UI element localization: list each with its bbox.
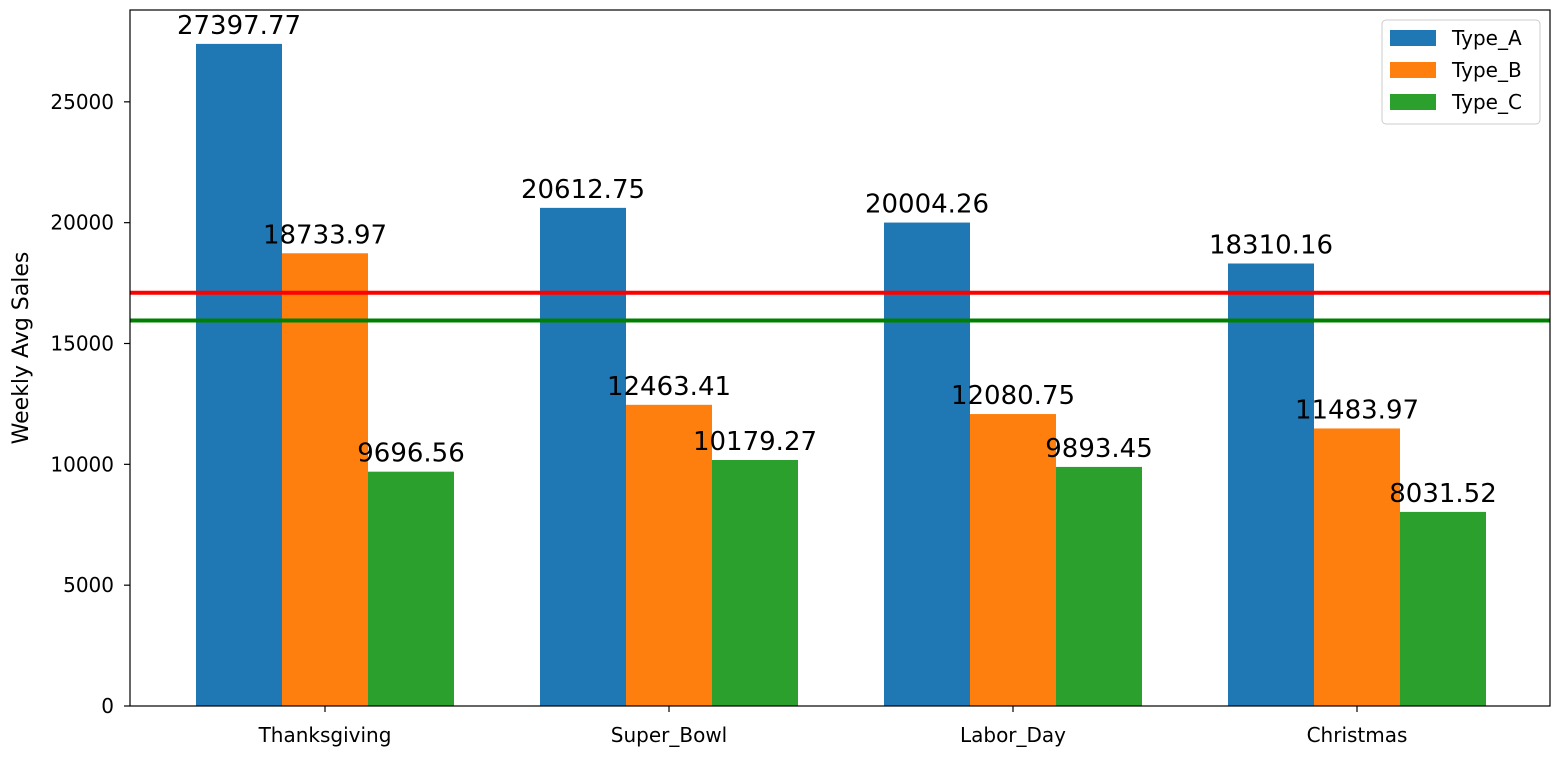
bar-Type_C-Thanksgiving xyxy=(368,471,454,706)
data-label-Type_B-Christmas: 11483.97 xyxy=(1295,395,1419,425)
data-label-Type_C-Thanksgiving: 9696.56 xyxy=(357,439,465,469)
data-label-Type_C-Labor_Day: 9893.45 xyxy=(1045,434,1153,464)
x-tick-label-Super_Bowl: Super_Bowl xyxy=(611,723,727,747)
bar-Type_C-Labor_Day xyxy=(1056,466,1142,706)
legend-swatch-Type_C xyxy=(1390,94,1436,110)
bar-Type_B-Thanksgiving xyxy=(282,253,368,706)
bar-Type_C-Super_Bowl xyxy=(712,460,798,706)
legend-label-Type_B: Type_B xyxy=(1451,58,1522,82)
y-tick-label-25000: 25000 xyxy=(50,90,114,114)
y-axis-title: Weekly Avg Sales xyxy=(9,252,34,445)
legend-label-Type_C: Type_C xyxy=(1451,90,1522,114)
x-axis: Thanksgiving Super_Bowl Labor_Day Christmas xyxy=(258,706,1408,747)
legend-swatch-Type_A xyxy=(1390,30,1436,46)
x-tick-label-Thanksgiving: Thanksgiving xyxy=(258,723,392,747)
legend: Type_A Type_B Type_C xyxy=(1381,19,1541,125)
bar-Type_B-Christmas xyxy=(1314,428,1400,706)
bar-Type_B-Labor_Day xyxy=(970,414,1056,706)
data-label-Type_A-Super_Bowl: 20612.75 xyxy=(521,175,645,205)
data-label-Type_A-Thanksgiving: 27397.77 xyxy=(177,11,301,41)
bars-layer xyxy=(196,43,1486,707)
bar-Type_A-Super_Bowl xyxy=(540,207,626,707)
y-tick-label-20000: 20000 xyxy=(50,211,114,235)
legend-swatch-Type_B xyxy=(1390,62,1436,78)
bar-Type_C-Christmas xyxy=(1400,511,1486,706)
y-tick-label-10000: 10000 xyxy=(50,452,114,476)
x-tick-label-Christmas: Christmas xyxy=(1307,723,1408,747)
bar-Type_A-Christmas xyxy=(1228,263,1314,706)
data-label-Type_C-Christmas: 8031.52 xyxy=(1389,479,1497,509)
y-axis: 0 5000 10000 15000 20000 25000 xyxy=(50,90,130,718)
bar-Type_A-Labor_Day xyxy=(884,222,970,706)
data-label-Type_A-Labor_Day: 20004.26 xyxy=(865,190,989,220)
y-tick-label-0: 0 xyxy=(101,694,114,718)
data-label-Type_B-Thanksgiving: 18733.97 xyxy=(263,220,387,250)
bar-Type_B-Super_Bowl xyxy=(626,404,712,706)
data-label-Type_C-Super_Bowl: 10179.27 xyxy=(693,427,817,457)
plot-frame xyxy=(129,9,1551,707)
data-label-Type_B-Labor_Day: 12080.75 xyxy=(951,381,1075,411)
x-tick-label-Labor_Day: Labor_Day xyxy=(960,723,1066,747)
legend-label-Type_A: Type_A xyxy=(1451,26,1522,50)
bar-Type_A-Thanksgiving xyxy=(196,43,282,707)
reference-lines xyxy=(130,290,1550,323)
data-label-Type_B-Super_Bowl: 12463.41 xyxy=(607,372,731,402)
y-tick-label-5000: 5000 xyxy=(63,573,114,597)
data-label-Type_A-Christmas: 18310.16 xyxy=(1209,231,1333,261)
data-labels: 27397.77 18733.97 9696.56 20612.75 12463.41 1… xyxy=(177,11,1497,509)
y-tick-label-15000: 15000 xyxy=(50,332,114,356)
